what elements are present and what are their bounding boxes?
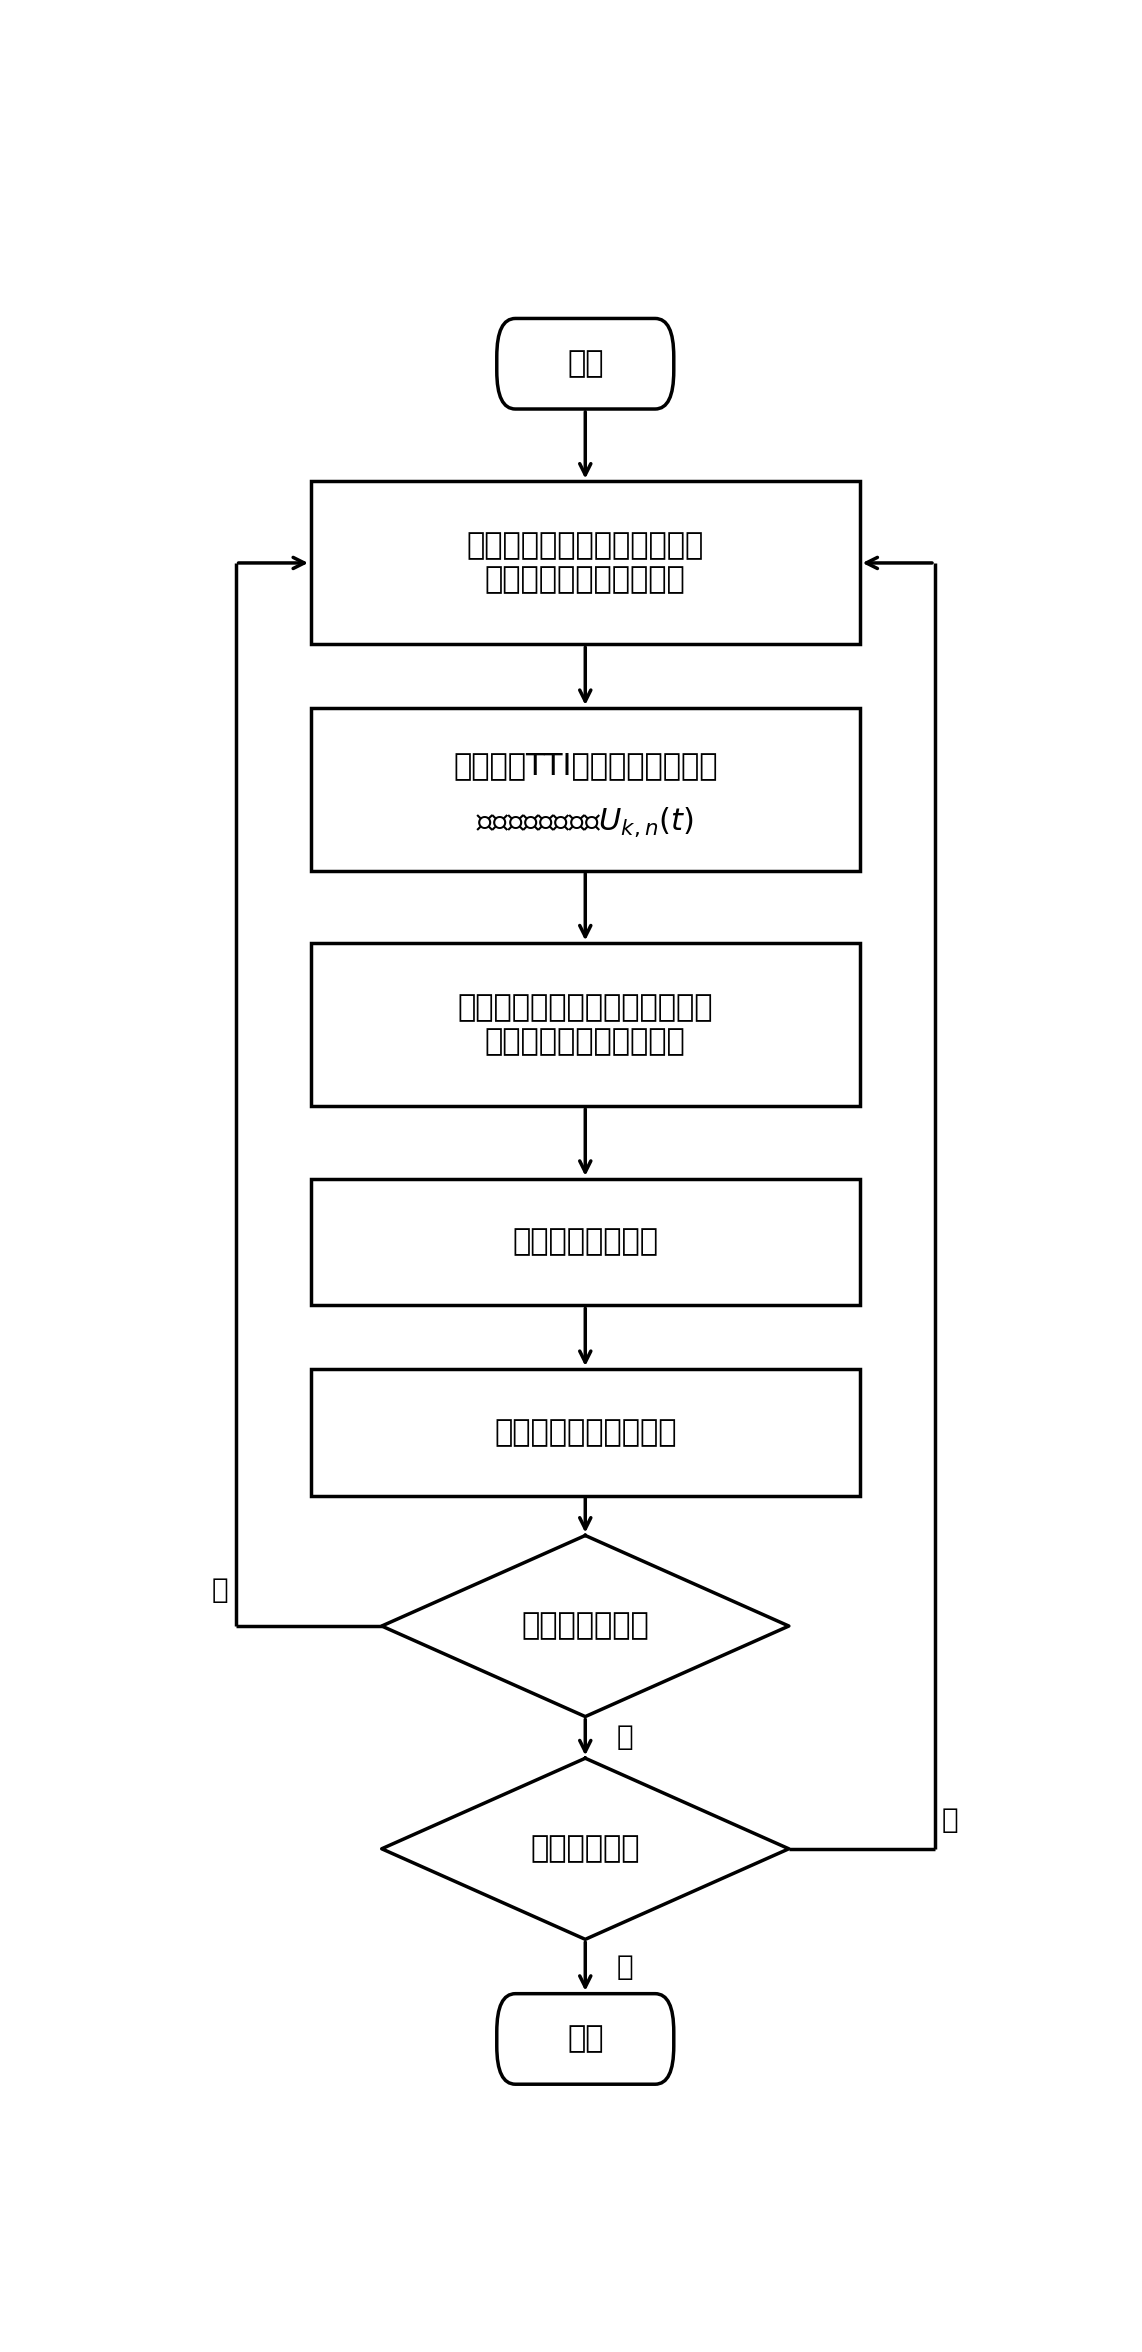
Bar	[311, 1369, 860, 1496]
Text: 结束: 结束	[568, 2025, 603, 2053]
Text: 去除已分配子载波: 去除已分配子载波	[513, 1228, 658, 1256]
Bar	[311, 708, 860, 870]
Text: 对应分配效用函数$U_{k,n}(t)$: 对应分配效用函数$U_{k,n}(t)$	[476, 804, 694, 840]
FancyBboxPatch shape	[497, 1994, 674, 2084]
Text: 子载波集合为空: 子载波集合为空	[522, 1611, 649, 1642]
Text: 是: 是	[617, 1952, 633, 1980]
Text: 业务需求满足: 业务需求满足	[531, 1835, 640, 1863]
Text: 进行频谱感知，获取用户信道
状态信息及队列状态信息: 进行频谱感知，获取用户信道 状态信息及队列状态信息	[467, 532, 703, 595]
Text: 是: 是	[212, 1576, 228, 1604]
Polygon shape	[381, 1536, 789, 1717]
FancyBboxPatch shape	[497, 318, 674, 409]
Text: 否: 否	[617, 1724, 633, 1752]
Text: 寻找具有最高分配效用的子载波
与用户的组合，进行分配: 寻找具有最高分配效用的子载波 与用户的组合，进行分配	[458, 993, 713, 1056]
Text: 否: 否	[942, 1806, 958, 1835]
Text: 开始: 开始	[568, 348, 603, 379]
Text: 计算当前TTI内各用户各子载波: 计算当前TTI内各用户各子载波	[453, 750, 717, 781]
Bar	[311, 482, 860, 644]
Bar	[311, 943, 860, 1105]
Text: 更新用户传输需求信息: 更新用户传输需求信息	[494, 1418, 676, 1446]
Polygon shape	[381, 1759, 789, 1940]
Bar	[311, 1178, 860, 1305]
